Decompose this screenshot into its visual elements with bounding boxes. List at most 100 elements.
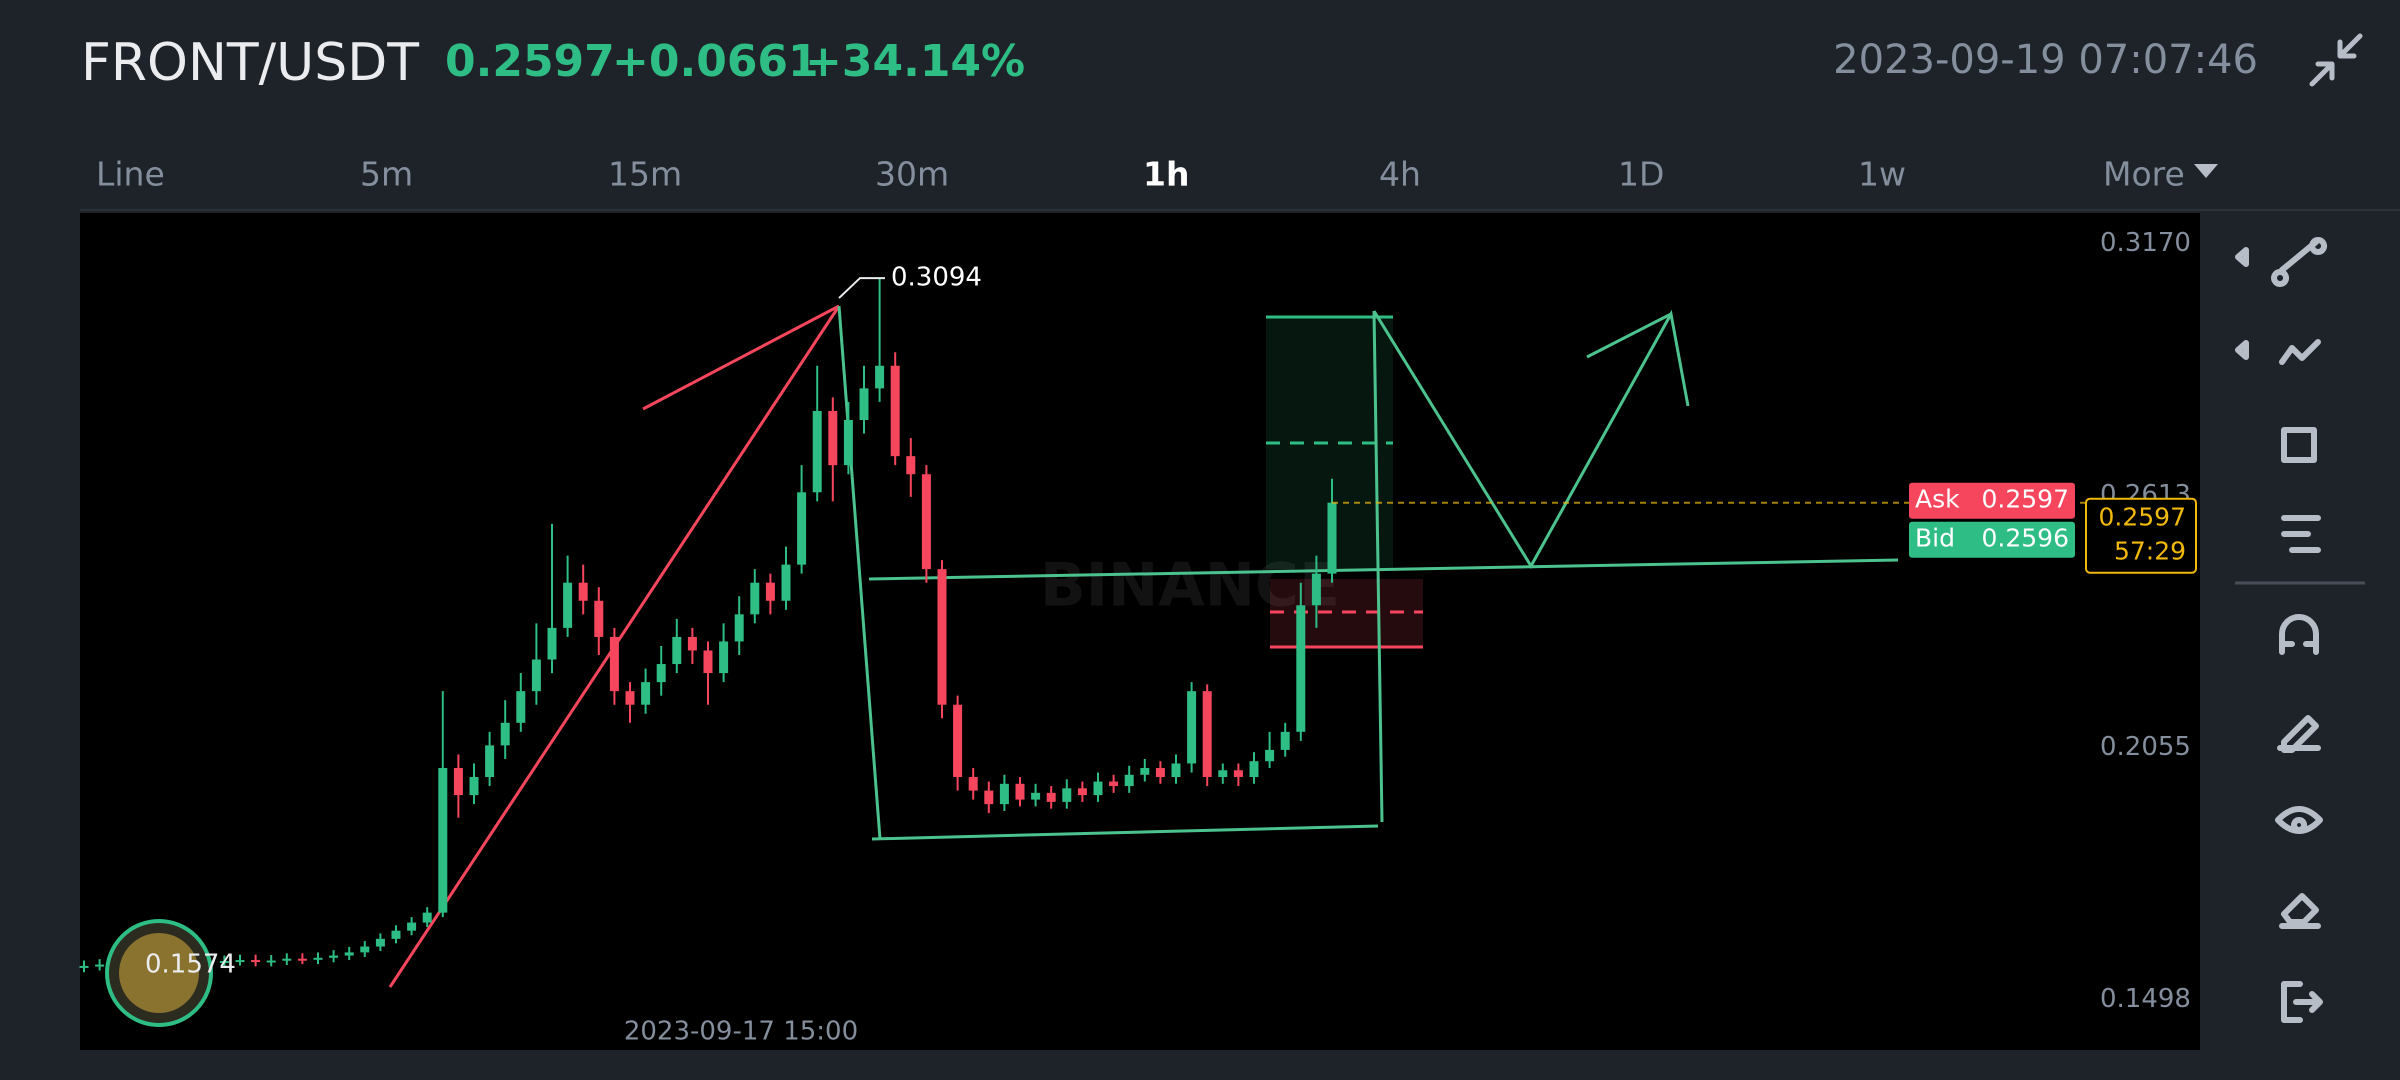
last-price: 0.2597 xyxy=(445,36,615,87)
avatar-inner xyxy=(119,933,199,1013)
candle-body xyxy=(1202,691,1212,778)
candle-body xyxy=(1327,502,1337,574)
position-tool[interactable] xyxy=(2281,515,2321,553)
ask-value: 0.2597 xyxy=(1982,485,2069,514)
candle-body xyxy=(875,365,885,389)
candle-body xyxy=(937,569,947,705)
candle-body xyxy=(968,777,978,791)
candle-body xyxy=(719,641,729,674)
chart-area xyxy=(80,213,2200,1050)
candle-body xyxy=(781,564,791,601)
support-line xyxy=(868,558,1899,581)
candle-body xyxy=(609,636,619,692)
timeframe-tab[interactable]: More xyxy=(2103,155,2185,194)
candle-body xyxy=(703,650,713,674)
exit-tool[interactable] xyxy=(2281,981,2323,1023)
candle-body xyxy=(687,636,697,651)
candle-body xyxy=(79,965,89,968)
eraser-tool[interactable] xyxy=(2279,893,2321,929)
candle-body xyxy=(1062,788,1072,802)
price-tag xyxy=(2085,497,2197,574)
candle-body xyxy=(297,958,307,961)
candle-body xyxy=(1109,781,1119,787)
candle-body xyxy=(219,960,229,963)
candle-body xyxy=(500,722,510,746)
candle-body xyxy=(1249,761,1259,778)
magnet-tool[interactable] xyxy=(2279,614,2319,655)
timeframe-tab[interactable]: 1h xyxy=(1143,155,1189,194)
timeframe-tab[interactable]: 5m xyxy=(360,155,413,194)
candle-body xyxy=(1218,770,1228,778)
candle-body xyxy=(1296,605,1306,732)
candle-body xyxy=(1093,781,1103,796)
candle-body xyxy=(828,410,838,466)
candle-body xyxy=(1171,763,1181,778)
candle-body xyxy=(407,922,417,931)
price-change: +0.0661 xyxy=(612,36,819,87)
candle-body xyxy=(1124,774,1134,787)
edit-tool[interactable] xyxy=(2277,715,2321,753)
candle-body xyxy=(953,704,963,778)
candle-body xyxy=(890,365,900,457)
candle-body xyxy=(375,938,385,947)
candle-body xyxy=(625,691,635,705)
collapse-icon xyxy=(2309,33,2363,87)
dropdown-arrow xyxy=(2194,164,2218,178)
candle-body xyxy=(1077,788,1087,796)
candle-body xyxy=(438,767,448,913)
toolbar-icons xyxy=(2235,237,2328,1023)
candles xyxy=(79,278,1337,973)
timeframe-tab[interactable]: 15m xyxy=(608,155,682,194)
drawn-line xyxy=(837,305,882,840)
candle-body xyxy=(656,664,666,683)
candle-body xyxy=(843,419,853,466)
candle-body xyxy=(1187,691,1197,764)
y-tick-label: 0.2055 xyxy=(2100,732,2191,762)
candle-body xyxy=(1031,792,1041,800)
y-tick-label: 0.1498 xyxy=(2100,984,2191,1014)
timeframe-tab[interactable]: Line xyxy=(96,155,165,194)
shape-tool[interactable] xyxy=(2281,427,2317,463)
candle-body xyxy=(906,456,916,475)
candle-body xyxy=(469,777,479,796)
timeframe-bar: Line 5m 15m 30m 1h 4h 1D 1w More xyxy=(96,155,2218,194)
fib-tool[interactable] xyxy=(2235,339,2321,365)
candle-body xyxy=(391,930,401,939)
timeframe-tab[interactable]: 1D xyxy=(1618,155,1664,194)
collapse-button[interactable] xyxy=(2309,33,2363,87)
datetime: 2023-09-19 07:07:46 xyxy=(1833,37,2258,83)
bid-label: Bid xyxy=(1915,524,1955,553)
high-pointer xyxy=(838,277,885,299)
candle-body xyxy=(516,691,526,723)
timeframe-tab[interactable]: 4h xyxy=(1379,155,1421,194)
candle-body xyxy=(999,783,1009,805)
x-axis-label: 2023-09-17 15:00 xyxy=(624,1017,858,1047)
candle-body xyxy=(797,492,807,565)
candle-body xyxy=(235,960,245,963)
bid-box xyxy=(1909,521,2075,558)
candle-body xyxy=(594,600,604,637)
candle-body xyxy=(1046,792,1056,802)
candle-body xyxy=(266,960,276,963)
toolbar xyxy=(2200,213,2400,1080)
candle-body xyxy=(1015,783,1025,800)
candle-body xyxy=(422,912,432,923)
drawn-line xyxy=(871,824,1379,841)
candle-body xyxy=(485,745,495,778)
candle-body xyxy=(282,958,292,961)
timeframe-tab[interactable]: 1w xyxy=(1858,155,1906,194)
visibility-tool[interactable] xyxy=(2275,806,2323,834)
candle-body xyxy=(812,410,822,493)
high-label: 0.3094 xyxy=(891,263,982,293)
countdown: 57:29 xyxy=(2114,537,2186,566)
candle-body xyxy=(453,767,463,796)
candle-body xyxy=(1265,749,1275,762)
pair-title: FRONT/USDT xyxy=(81,33,419,93)
candle-body xyxy=(360,946,370,953)
projection-path xyxy=(1372,309,1690,569)
trend-tool[interactable] xyxy=(2235,237,2328,287)
candle-body xyxy=(313,957,323,960)
candle-body xyxy=(578,582,588,601)
timeframe-tab[interactable]: 30m xyxy=(875,155,949,194)
